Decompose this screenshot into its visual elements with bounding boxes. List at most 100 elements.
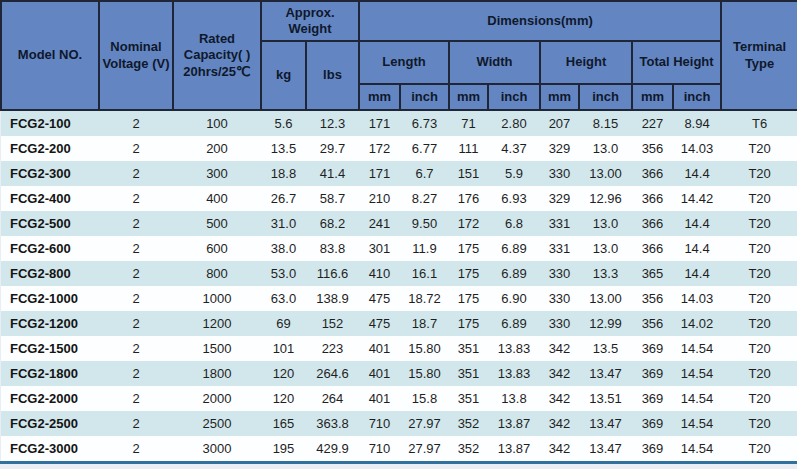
table-row: FCG2-300023000195429.971027.9735213.8734… <box>1 436 797 461</box>
value-cell: 2 <box>99 436 173 461</box>
header-nominal-voltage: Nominal Voltage (V) <box>99 1 173 110</box>
value-cell: T20 <box>721 186 797 211</box>
value-cell: 6.77 <box>400 136 449 161</box>
value-cell: 8.94 <box>673 110 721 136</box>
value-cell: 63.0 <box>261 286 306 311</box>
value-cell: 264 <box>306 386 359 411</box>
value-cell: 342 <box>540 336 579 361</box>
value-cell: 13.83 <box>488 361 540 386</box>
value-cell: 14.42 <box>673 186 721 211</box>
value-cell: 14.54 <box>673 411 721 436</box>
model-cell: FCG2-1000 <box>1 286 99 311</box>
value-cell: 2000 <box>173 386 261 411</box>
header-total-height: Total Height <box>632 41 721 84</box>
value-cell: 176 <box>449 186 488 211</box>
value-cell: 83.8 <box>306 236 359 261</box>
value-cell: 2 <box>99 361 173 386</box>
header-length: Length <box>359 41 449 84</box>
value-cell: 401 <box>359 361 400 386</box>
value-cell: 5.6 <box>261 110 306 136</box>
value-cell: 18.7 <box>400 311 449 336</box>
value-cell: 1800 <box>173 361 261 386</box>
value-cell: 29.7 <box>306 136 359 161</box>
value-cell: 600 <box>173 236 261 261</box>
header-width-mm: mm <box>449 84 488 110</box>
value-cell: 16.1 <box>400 261 449 286</box>
value-cell: T20 <box>721 286 797 311</box>
value-cell: 172 <box>359 136 400 161</box>
value-cell: 14.54 <box>673 386 721 411</box>
value-cell: 2 <box>99 261 173 286</box>
value-cell: 351 <box>449 361 488 386</box>
value-cell: 116.6 <box>306 261 359 286</box>
value-cell: 6.89 <box>488 236 540 261</box>
value-cell: 14.03 <box>673 286 721 311</box>
value-cell: T20 <box>721 336 797 361</box>
value-cell: 9.50 <box>400 211 449 236</box>
value-cell: 1200 <box>173 311 261 336</box>
table-row: FCG2-10002100063.0138.947518.721756.9033… <box>1 286 797 311</box>
header-kg: kg <box>261 41 306 110</box>
table-row: FCG2-250022500165363.871027.9735213.8734… <box>1 411 797 436</box>
value-cell: 53.0 <box>261 261 306 286</box>
table-body: FCG2-10021005.612.31716.73712.802078.152… <box>1 110 797 461</box>
value-cell: 366 <box>632 236 673 261</box>
value-cell: 710 <box>359 436 400 461</box>
value-cell: 100 <box>173 110 261 136</box>
value-cell: 14.54 <box>673 336 721 361</box>
value-cell: 300 <box>173 161 261 186</box>
value-cell: 366 <box>632 186 673 211</box>
value-cell: 500 <box>173 211 261 236</box>
value-cell: 120 <box>261 386 306 411</box>
value-cell: 356 <box>632 311 673 336</box>
value-cell: T20 <box>721 436 797 461</box>
header-rated-capacity: Rated Capacity( ) 20hrs/25℃ <box>173 1 261 110</box>
table-row: FCG2-180021800120264.640115.8035113.8334… <box>1 361 797 386</box>
header-total-height-inch: inch <box>673 84 721 110</box>
value-cell: 12.99 <box>579 311 632 336</box>
value-cell: 6.93 <box>488 186 540 211</box>
value-cell: 151 <box>449 161 488 186</box>
value-cell: 13.83 <box>488 336 540 361</box>
value-cell: 69 <box>261 311 306 336</box>
value-cell: 13.00 <box>579 286 632 311</box>
value-cell: 6.73 <box>400 110 449 136</box>
value-cell: 26.7 <box>261 186 306 211</box>
value-cell: 475 <box>359 286 400 311</box>
value-cell: 351 <box>449 386 488 411</box>
table-row: FCG2-500250031.068.22419.501726.833113.0… <box>1 211 797 236</box>
header-approx-weight: Approx. Weight <box>261 1 359 41</box>
value-cell: T20 <box>721 311 797 336</box>
value-cell: 14.03 <box>673 136 721 161</box>
value-cell: 210 <box>359 186 400 211</box>
value-cell: T20 <box>721 161 797 186</box>
value-cell: 330 <box>540 286 579 311</box>
value-cell: 2 <box>99 110 173 136</box>
value-cell: T20 <box>721 261 797 286</box>
value-cell: 2 <box>99 286 173 311</box>
model-cell: FCG2-3000 <box>1 436 99 461</box>
value-cell: 329 <box>540 186 579 211</box>
value-cell: 38.0 <box>261 236 306 261</box>
value-cell: 13.8 <box>488 386 540 411</box>
value-cell: 369 <box>632 386 673 411</box>
table-row: FCG2-20002200012026440115.835113.834213.… <box>1 386 797 411</box>
value-cell: 2.80 <box>488 110 540 136</box>
value-cell: 11.9 <box>400 236 449 261</box>
value-cell: 15.8 <box>400 386 449 411</box>
header-width-inch: inch <box>488 84 540 110</box>
value-cell: 5.9 <box>488 161 540 186</box>
value-cell: 331 <box>540 211 579 236</box>
value-cell: 101 <box>261 336 306 361</box>
value-cell: 2 <box>99 186 173 211</box>
value-cell: 342 <box>540 361 579 386</box>
value-cell: 710 <box>359 411 400 436</box>
value-cell: 352 <box>449 436 488 461</box>
model-cell: FCG2-2500 <box>1 411 99 436</box>
value-cell: 342 <box>540 386 579 411</box>
value-cell: 223 <box>306 336 359 361</box>
header-dimensions: Dimensions(mm) <box>359 1 721 41</box>
value-cell: 175 <box>449 261 488 286</box>
value-cell: 13.47 <box>579 411 632 436</box>
model-cell: FCG2-400 <box>1 186 99 211</box>
